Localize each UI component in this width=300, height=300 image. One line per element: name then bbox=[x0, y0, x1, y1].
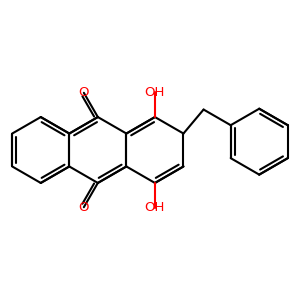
Text: OH: OH bbox=[145, 201, 165, 214]
Text: O: O bbox=[79, 201, 89, 214]
Text: OH: OH bbox=[145, 86, 165, 99]
Text: O: O bbox=[79, 86, 89, 99]
